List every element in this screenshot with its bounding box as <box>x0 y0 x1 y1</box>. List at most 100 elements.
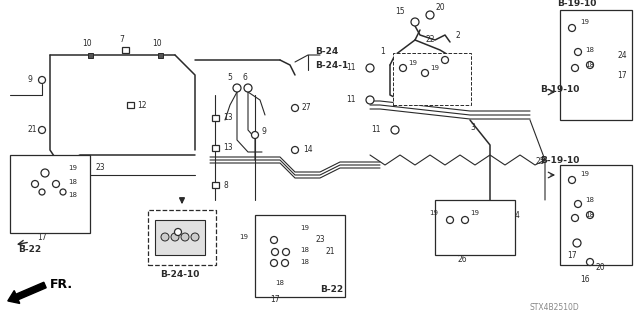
Text: 10: 10 <box>82 40 92 48</box>
Text: 23: 23 <box>95 164 104 173</box>
Text: B-22: B-22 <box>320 285 343 294</box>
Circle shape <box>282 259 289 266</box>
Circle shape <box>442 56 449 63</box>
Circle shape <box>171 233 179 241</box>
Bar <box>255 215 345 297</box>
Text: B-19-10: B-19-10 <box>540 156 579 165</box>
Circle shape <box>244 84 252 92</box>
Circle shape <box>181 233 189 241</box>
Bar <box>560 165 632 265</box>
Circle shape <box>399 64 406 71</box>
Text: 12: 12 <box>137 100 147 109</box>
Bar <box>122 47 129 53</box>
Circle shape <box>175 228 182 235</box>
Circle shape <box>252 131 259 138</box>
Text: 19: 19 <box>580 171 589 177</box>
Circle shape <box>271 236 278 243</box>
Text: B-19-10: B-19-10 <box>557 0 596 8</box>
Text: 6: 6 <box>243 73 248 83</box>
Text: B-22: B-22 <box>18 245 41 254</box>
Text: 25: 25 <box>536 158 545 167</box>
Text: 20: 20 <box>435 4 445 12</box>
Circle shape <box>291 105 298 112</box>
Text: 19: 19 <box>408 60 417 66</box>
Circle shape <box>568 25 575 32</box>
Bar <box>10 155 90 233</box>
Circle shape <box>191 233 199 241</box>
Text: 26: 26 <box>457 256 467 264</box>
Circle shape <box>161 233 169 241</box>
Text: B-24-1: B-24-1 <box>315 61 348 70</box>
Text: 9: 9 <box>262 128 267 137</box>
Text: 24: 24 <box>617 50 627 60</box>
Text: 11: 11 <box>346 63 356 72</box>
Circle shape <box>426 11 434 19</box>
Circle shape <box>291 146 298 153</box>
Text: 22: 22 <box>425 35 435 44</box>
Circle shape <box>233 84 241 92</box>
Text: 19: 19 <box>430 65 439 71</box>
Text: 17: 17 <box>37 233 47 241</box>
Text: 15: 15 <box>396 8 405 17</box>
Text: 19: 19 <box>470 210 479 216</box>
Bar <box>88 53 93 57</box>
Text: B-24-10: B-24-10 <box>160 270 200 279</box>
Text: 17: 17 <box>567 250 577 259</box>
Circle shape <box>282 249 289 256</box>
Text: 5: 5 <box>228 73 232 83</box>
Bar <box>211 145 218 151</box>
Circle shape <box>575 201 582 207</box>
Text: 18: 18 <box>68 192 77 198</box>
Text: 21: 21 <box>28 125 38 135</box>
Text: 11: 11 <box>371 125 381 135</box>
Text: 18: 18 <box>585 197 594 203</box>
Text: 8: 8 <box>223 181 228 189</box>
Circle shape <box>391 126 399 134</box>
Bar <box>155 220 205 255</box>
Circle shape <box>366 64 374 72</box>
Text: FR.: FR. <box>50 278 73 292</box>
Text: 2: 2 <box>455 31 460 40</box>
Circle shape <box>573 239 581 247</box>
Text: 16: 16 <box>580 276 589 285</box>
Text: 27: 27 <box>302 103 312 113</box>
Text: 18: 18 <box>68 179 77 185</box>
Text: B-24: B-24 <box>315 48 339 56</box>
Circle shape <box>568 176 575 183</box>
Circle shape <box>41 169 49 177</box>
Circle shape <box>586 211 593 219</box>
Circle shape <box>586 62 593 69</box>
Bar <box>393 53 471 105</box>
Bar <box>211 182 218 188</box>
Text: B-19-10: B-19-10 <box>540 85 579 94</box>
Text: 9: 9 <box>28 76 33 85</box>
Text: 19: 19 <box>239 234 248 240</box>
Text: 23: 23 <box>315 235 324 244</box>
Text: 4: 4 <box>515 211 520 219</box>
Text: 18: 18 <box>275 280 284 286</box>
Bar <box>560 10 632 120</box>
Circle shape <box>572 64 579 71</box>
Circle shape <box>52 181 60 188</box>
Text: 17: 17 <box>617 70 627 79</box>
Text: 13: 13 <box>223 144 232 152</box>
Text: 19: 19 <box>68 165 77 171</box>
Text: 10: 10 <box>152 40 162 48</box>
Bar <box>148 210 216 265</box>
Circle shape <box>586 258 593 265</box>
Circle shape <box>60 189 66 195</box>
Text: 18: 18 <box>585 47 594 53</box>
FancyArrow shape <box>8 282 46 303</box>
Text: STX4B2510D: STX4B2510D <box>530 303 580 313</box>
Circle shape <box>271 249 278 256</box>
Bar <box>157 53 163 57</box>
Text: 17: 17 <box>270 295 280 305</box>
Circle shape <box>271 259 278 266</box>
Text: 7: 7 <box>120 35 124 44</box>
Text: 19: 19 <box>429 210 438 216</box>
Circle shape <box>572 214 579 221</box>
Circle shape <box>39 189 45 195</box>
Text: 18: 18 <box>585 212 594 218</box>
Circle shape <box>38 127 45 133</box>
Text: 20: 20 <box>595 263 605 272</box>
